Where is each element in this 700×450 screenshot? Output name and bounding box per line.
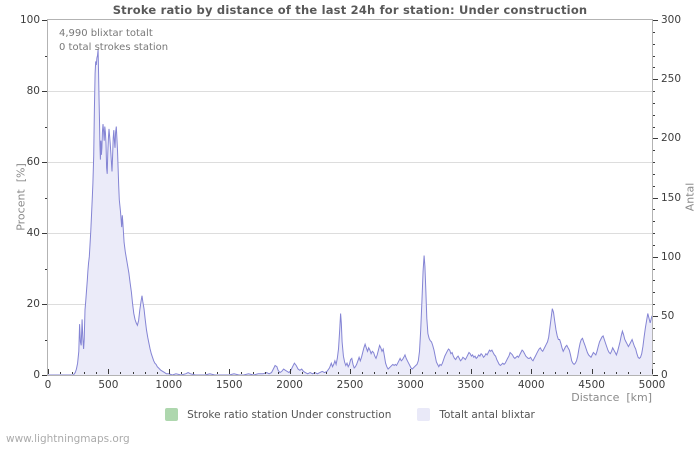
footer-url: www.lightningmaps.org <box>6 433 130 445</box>
right-tick-label: 150 <box>661 191 682 204</box>
left-tick-label: 20 <box>26 298 40 310</box>
annotation-station-strokes: 0 total strokes station <box>59 42 169 53</box>
right-tick-label: 300 <box>661 14 682 26</box>
line-total-blixtar <box>48 49 653 376</box>
right-tick-label: 250 <box>661 73 682 86</box>
x-tick-label: 0 <box>44 379 52 391</box>
left-tick-label: 80 <box>26 85 40 97</box>
right-axis-title: Antal <box>683 182 697 212</box>
annotation-total-strokes: 4,990 blixtar totalt <box>59 28 153 39</box>
legend-label-total-strokes: Totalt antal blixtar <box>439 408 535 421</box>
legend: Stroke ratio station Under construction … <box>0 408 700 421</box>
right-tick-label: 200 <box>661 132 682 145</box>
left-axis-title: Procent [%] <box>14 163 28 231</box>
x-tick-label: 5000 <box>638 379 666 391</box>
x-axis-title: Distance [km] <box>571 391 652 404</box>
left-tick-label: 60 <box>26 156 40 168</box>
x-tick-label: 2000 <box>276 379 303 391</box>
left-tick-label: 100 <box>19 14 40 26</box>
left-tick-label: 40 <box>26 227 40 239</box>
legend-item-stroke-ratio: Stroke ratio station Under construction <box>165 408 391 421</box>
x-tick-label: 1500 <box>215 379 243 391</box>
right-tick-label: 0 <box>661 369 668 381</box>
legend-swatch-green <box>165 408 179 421</box>
x-tick-label: 2500 <box>336 379 364 391</box>
legend-label-stroke-ratio: Stroke ratio station Under construction <box>187 408 392 421</box>
x-tick-label: 500 <box>98 379 119 391</box>
annotation-box: 4,990 blixtar totalt 0 total strokes sta… <box>59 27 168 55</box>
plot-border <box>47 19 653 376</box>
legend-swatch-lavender <box>417 408 431 421</box>
right-tick-label: 50 <box>661 309 675 322</box>
x-tick-label: 4000 <box>517 379 545 391</box>
right-tick-label: 100 <box>661 250 682 263</box>
area-fill-total-blixtar <box>48 49 652 375</box>
x-tick-label: 1000 <box>155 379 183 391</box>
x-tick-label: 3000 <box>397 379 424 391</box>
x-tick-label: 3500 <box>457 379 485 391</box>
x-tick-label: 4500 <box>578 379 605 391</box>
legend-item-total-strokes: Totalt antal blixtar <box>417 408 535 421</box>
chart-title: Stroke ratio by distance of the last 24h… <box>112 3 588 17</box>
left-tick-label: 0 <box>33 369 40 381</box>
